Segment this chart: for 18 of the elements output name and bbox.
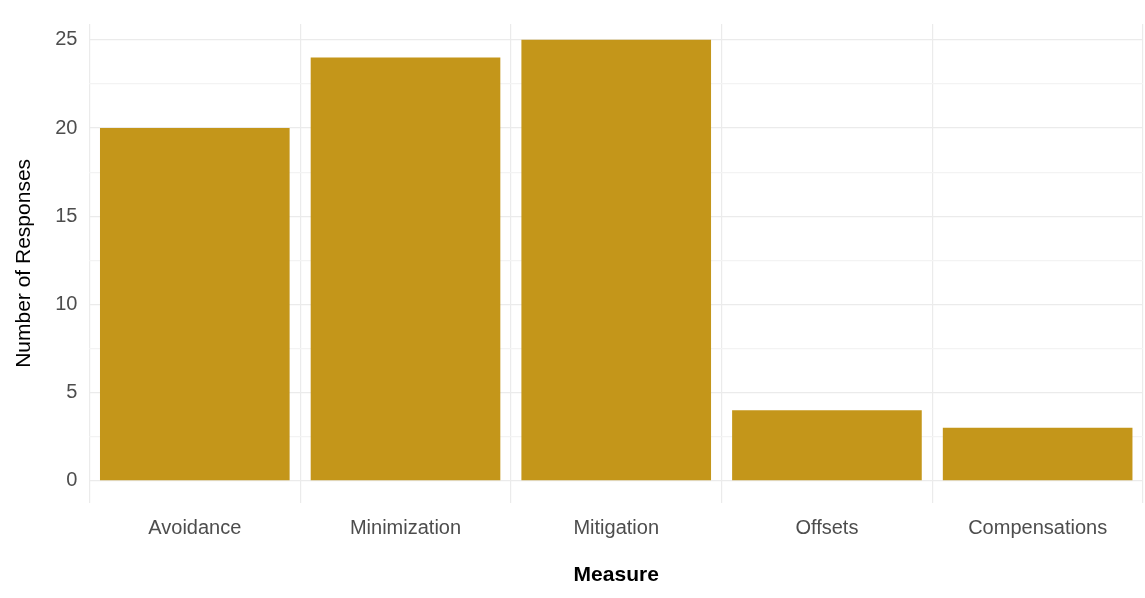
y-tick-label: 15 [55, 203, 78, 226]
bar [942, 427, 1133, 481]
y-tick-label: 10 [55, 291, 78, 314]
x-axis-title: Measure [573, 562, 659, 586]
bar [521, 39, 712, 481]
x-tick-label: Avoidance [148, 516, 242, 539]
y-axis-title: Number of Responses [11, 158, 35, 368]
x-tick-label: Offsets [795, 516, 859, 539]
y-tick-label: 5 [66, 380, 78, 403]
x-tick-label: Compensations [968, 516, 1108, 539]
bar [732, 410, 922, 481]
y-tick-label: 0 [66, 468, 78, 491]
y-tick-label: 20 [55, 115, 78, 138]
x-tick-label: Mitigation [573, 516, 660, 539]
y-tick-label: 25 [55, 27, 78, 50]
x-tick-label: Minimization [349, 516, 462, 539]
bar [99, 128, 290, 481]
bar [310, 57, 501, 481]
